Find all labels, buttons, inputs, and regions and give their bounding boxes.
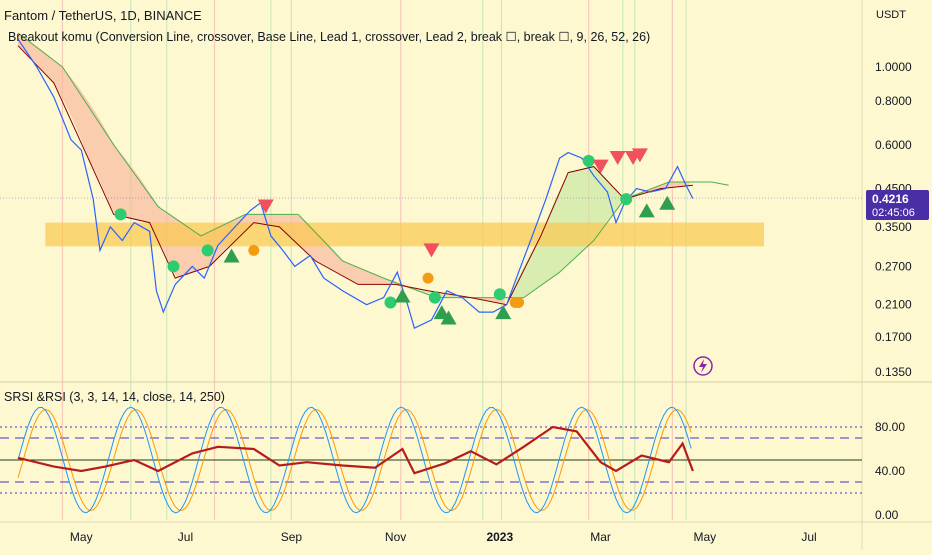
lightning-icon-bolt [699, 359, 707, 373]
time-tick-label: Sep [281, 530, 303, 544]
time-tick-label: May [693, 530, 716, 544]
rsi-tick-label: 80.00 [875, 420, 905, 434]
cloud-segment [627, 181, 690, 199]
chart-title: Fantom / TetherUS, 1D, BINANCE [4, 8, 202, 23]
sell-circle-marker [513, 297, 525, 309]
srsi-k-line [17, 406, 692, 514]
buy-circle-marker [201, 244, 214, 257]
sell-triangle-marker [257, 199, 274, 214]
sell-triangle-marker [592, 159, 609, 174]
sell-circle-marker [248, 244, 260, 256]
sell-triangle-marker [631, 148, 648, 163]
buy-circle-marker [620, 193, 633, 206]
last-price-label: 0.4216 [872, 192, 909, 206]
last-price-badge [866, 190, 929, 220]
srsi-d-line [17, 408, 692, 512]
buy-triangle-marker [223, 248, 240, 263]
price-axis: 1.00000.80000.60000.45000.35000.27000.21… [875, 60, 912, 379]
buy-circle-marker [582, 154, 595, 167]
time-tick-label: Mar [590, 530, 611, 544]
currency-label: USDT [876, 9, 906, 21]
support-zone [45, 222, 764, 247]
rsi-tick-label: 0.00 [875, 508, 899, 522]
time-tick-label: Jul [801, 530, 816, 544]
time-tick-label: 2023 [486, 530, 513, 544]
buy-triangle-marker [638, 203, 655, 218]
buy-triangle-marker [394, 288, 411, 303]
buy-circle-marker [384, 296, 397, 309]
signal-markers [114, 148, 676, 325]
buy-circle-marker [428, 291, 441, 304]
buy-triangle-marker [659, 195, 676, 210]
price-tick-label: 0.2100 [875, 298, 912, 312]
countdown-label: 02:45:06 [872, 207, 915, 219]
base-line [17, 32, 729, 299]
vertical-highlights [61, 0, 687, 520]
time-tick-label: Nov [385, 530, 406, 544]
price-line [17, 38, 694, 330]
price-tick-label: 0.1350 [875, 365, 912, 379]
price-tick-label: 0.6000 [875, 138, 912, 152]
sell-triangle-marker [609, 151, 626, 166]
rsi-line [17, 425, 694, 475]
buy-triangle-marker [495, 305, 512, 320]
buy-circle-marker [114, 208, 127, 221]
time-axis: May Jul Sep Nov 2023 Mar May Jul [0, 521, 932, 544]
price-tick-label: 0.3500 [875, 220, 912, 234]
lightning-icon[interactable] [693, 356, 713, 376]
buy-circle-marker [167, 260, 180, 273]
indicator-legend[interactable]: Breakout komu (Conversion Line, crossove… [8, 30, 651, 44]
sell-triangle-marker [423, 243, 440, 258]
rsi-tick-label: 40.00 [875, 464, 905, 478]
buy-triangle-marker [440, 310, 457, 325]
price-tick-label: 0.8000 [875, 94, 912, 108]
price-axis-background [862, 0, 932, 550]
sell-circle-marker [422, 272, 434, 284]
price-tick-label: 0.1700 [875, 330, 912, 344]
rsi-legend[interactable]: SRSI &RSI (3, 3, 14, 14, close, 14, 250) [4, 390, 225, 404]
price-tick-label: 0.2700 [875, 259, 912, 273]
price-tick-label: 1.0000 [875, 60, 912, 74]
buy-circle-marker [493, 288, 506, 301]
time-tick-label: Jul [178, 530, 193, 544]
time-tick-label: May [70, 530, 93, 544]
rsi-panel: 80.00 40.00 0.00 [0, 406, 905, 522]
